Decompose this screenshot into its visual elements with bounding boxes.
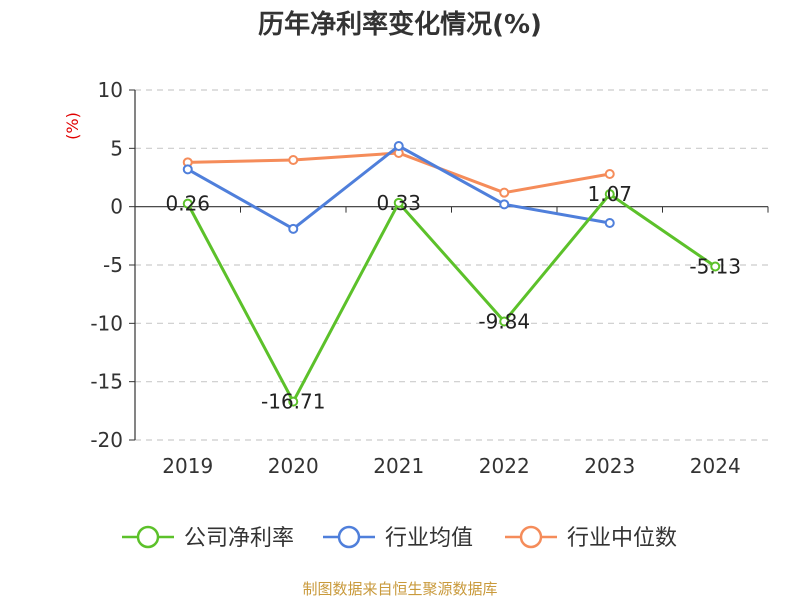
x-tick-label: 2022: [479, 454, 530, 478]
data-point: [288, 223, 299, 234]
legend-swatch-marker: [337, 525, 361, 549]
legend-swatch-marker: [519, 525, 543, 549]
data-label: -16.71: [261, 390, 325, 414]
data-point: [182, 198, 193, 209]
data-point: [499, 316, 510, 327]
y-tick-label: 5: [110, 136, 123, 160]
legend: 公司净利率 行业均值 行业中位数: [122, 525, 677, 551]
data-point: [604, 169, 615, 179]
x-tick-label: 2019: [162, 454, 213, 478]
data-label: 0.33: [376, 191, 421, 215]
data-point: [604, 218, 615, 228]
data-point: [182, 164, 193, 175]
data-label: -5.13: [689, 255, 741, 279]
data-point: [288, 396, 299, 407]
data-point: [710, 261, 721, 272]
data-label: -9.84: [478, 309, 530, 333]
chart-title: 历年净利率变化情况(%): [258, 9, 542, 40]
series-lines: [182, 141, 721, 407]
axes: 10 5 0 -5 -10 -15 -20 2019 2020 2021 2022 2023 2024: [90, 78, 769, 478]
source-note: 制图数据来自恒生聚源数据库: [302, 580, 497, 598]
series-line: [186, 192, 717, 404]
data-label: 1.07: [587, 182, 632, 206]
legend-swatch-marker: [136, 525, 160, 549]
data-labels: 0.26 -16.71 0.33 -9.84 1.07 -5.13: [165, 182, 741, 413]
data-point: [393, 141, 404, 151]
grid-lines: [135, 89, 768, 441]
data-point: [499, 187, 510, 198]
data-label: 0.26: [165, 192, 210, 216]
x-tick-label: 2021: [373, 454, 424, 478]
series-line: [187, 144, 611, 231]
data-point: [393, 197, 404, 208]
y-tick-label: -15: [90, 370, 123, 394]
y-tick-label: -10: [90, 311, 123, 335]
y-tick-label: 0: [110, 195, 123, 219]
x-tick-label: 2020: [268, 454, 319, 478]
y-tick-label: 10: [98, 78, 123, 102]
data-point: [604, 189, 615, 200]
y-tick-label: -20: [90, 428, 123, 452]
legend-label: 行业中位数: [567, 526, 677, 551]
x-tick-label: 2023: [584, 454, 635, 478]
y-axis-label: (%): [63, 112, 82, 140]
legend-label: 行业均值: [385, 526, 473, 551]
legend-label: 公司净利率: [184, 526, 294, 551]
y-tick-label: -5: [103, 253, 123, 277]
data-point: [288, 155, 299, 165]
x-tick-label: 2024: [690, 454, 741, 478]
data-point: [499, 199, 510, 210]
series-line: [187, 151, 611, 195]
